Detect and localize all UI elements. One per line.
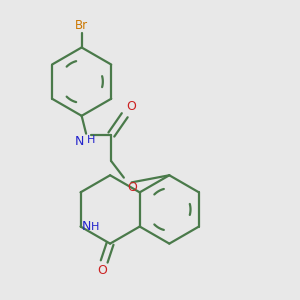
Text: O: O (127, 181, 137, 194)
Text: O: O (126, 100, 136, 113)
Text: N: N (75, 134, 85, 148)
Text: N: N (82, 220, 92, 233)
Text: H: H (87, 134, 95, 145)
Text: Br: Br (75, 19, 88, 32)
Text: H: H (91, 221, 99, 232)
Text: O: O (98, 264, 108, 277)
